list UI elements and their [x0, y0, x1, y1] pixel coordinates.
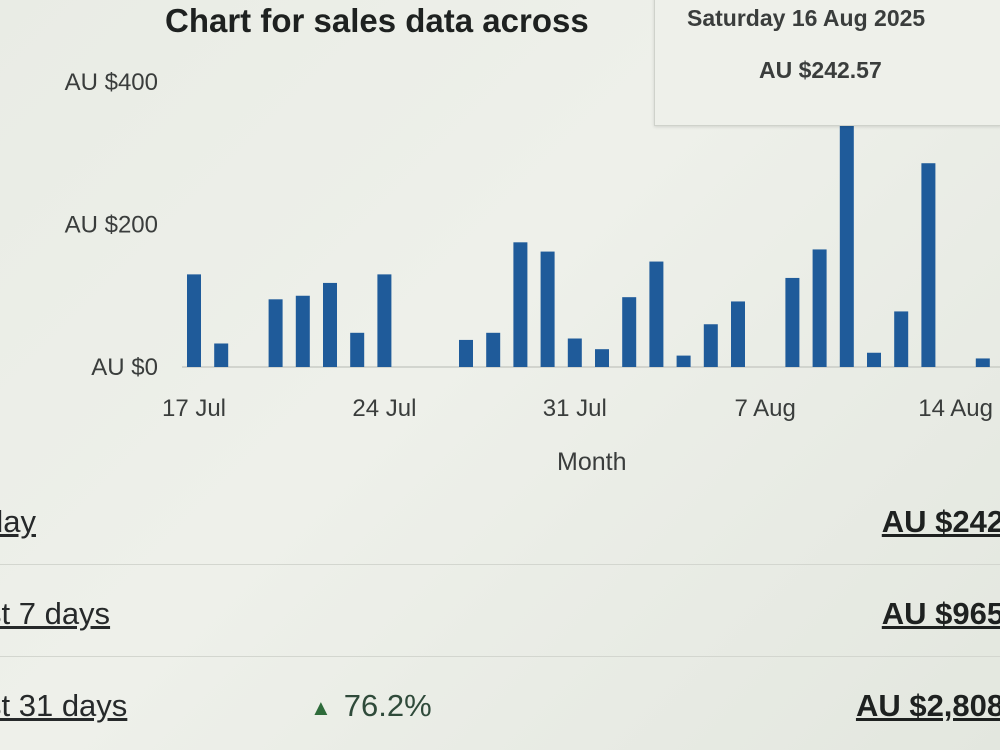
x-tick-label-1: 24 Jul	[352, 395, 416, 422]
tooltip-date: Saturday 16 Aug 2025	[687, 5, 926, 31]
bar-21-jul[interactable]	[295, 295, 310, 367]
x-axis-label: Month	[557, 448, 627, 476]
trend-percent: 76.2%	[343, 688, 432, 723]
summary-label-31-days[interactable]: st 31 days	[0, 688, 128, 723]
bar-11-aug[interactable]	[867, 352, 881, 367]
bar-18-jul[interactable]	[214, 343, 229, 367]
bar-5-aug[interactable]	[703, 324, 718, 367]
bar-1-aug[interactable]	[595, 349, 609, 367]
bar-9-aug[interactable]	[812, 249, 827, 367]
triangle-up-icon: ▲	[310, 694, 332, 720]
bar-27-jul[interactable]	[459, 339, 473, 367]
y-axis: AU $0 AU $200 AU $400	[65, 69, 158, 381]
sales-bar-chart: AU $0 AU $200 AU $400 17 Jul 24 Jul 31 Jul 7 …	[65, 69, 1000, 422]
summary-value-31-days[interactable]: AU $2,808.4	[855, 688, 1000, 723]
summary-row-day: day AU $242.5	[0, 488, 1000, 565]
summary-row-31-days: st 31 days ▲ 76.2% AU $2,808.4	[0, 672, 1000, 748]
trend-indicator: ▲ 76.2%	[310, 688, 432, 724]
bar-4-aug[interactable]	[676, 355, 691, 367]
bar-17-jul[interactable]	[187, 274, 201, 367]
x-tick-label-2: 31 Jul	[543, 395, 607, 422]
bar-13-aug[interactable]	[921, 163, 936, 367]
summary-label-7-days[interactable]: st 7 days	[0, 596, 111, 631]
bar-10-aug[interactable]	[839, 124, 854, 367]
bars-group	[187, 124, 990, 368]
bar-12-aug[interactable]	[894, 311, 909, 367]
summary-label-day[interactable]: day	[0, 504, 36, 539]
x-tick-label-3: 7 Aug	[734, 395, 795, 422]
bar-28-jul[interactable]	[486, 332, 501, 367]
y-tick-label-1: AU $200	[65, 212, 158, 239]
bar-20-jul[interactable]	[268, 299, 283, 367]
summary-value-day[interactable]: AU $242.5	[881, 504, 1000, 539]
tooltip-value: AU $242.57	[759, 57, 882, 83]
bar-29-jul[interactable]	[513, 242, 528, 367]
summary-row-7-days: st 7 days AU $965.6	[0, 580, 1000, 657]
bar-23-jul[interactable]	[350, 332, 365, 367]
chart-title: Chart for sales data across	[165, 2, 589, 39]
summary-value-7-days[interactable]: AU $965.6	[881, 596, 1000, 631]
bar-15-aug[interactable]	[975, 358, 990, 367]
x-tick-label-4: 14 Aug	[918, 395, 993, 422]
x-axis: 17 Jul 24 Jul 31 Jul 7 Aug 14 Aug	[162, 395, 993, 422]
bar-24-jul[interactable]	[377, 274, 392, 367]
bar-3-aug[interactable]	[649, 261, 664, 367]
chart-tooltip: Saturday 16 Aug 2025 AU $242.57	[654, 0, 1000, 126]
bar-6-aug[interactable]	[731, 301, 745, 367]
bar-8-aug[interactable]	[785, 277, 800, 367]
y-tick-label-0: AU $0	[91, 354, 158, 381]
y-tick-label-2: AU $400	[65, 69, 158, 96]
bar-2-aug[interactable]	[622, 297, 637, 367]
bar-22-jul[interactable]	[323, 282, 337, 367]
bar-31-jul[interactable]	[567, 338, 582, 368]
x-tick-label-0: 17 Jul	[162, 395, 226, 422]
bar-30-jul[interactable]	[540, 251, 555, 367]
